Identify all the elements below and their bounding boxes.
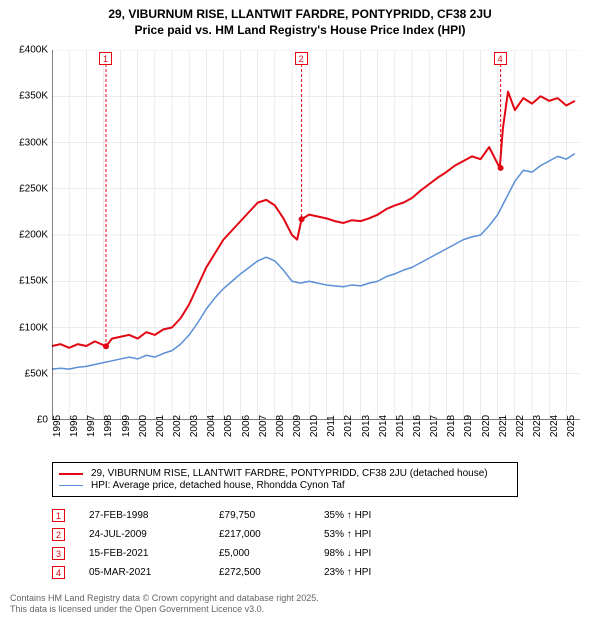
- x-tick-label: 2025: [566, 415, 577, 437]
- sales-marker: 1: [52, 509, 65, 522]
- x-tick-label: 2022: [515, 415, 526, 437]
- legend-label: HPI: Average price, detached house, Rhon…: [91, 480, 345, 491]
- sales-pct: 23% ↑ HPI: [324, 567, 424, 578]
- x-tick-label: 2021: [498, 415, 509, 437]
- y-axis-labels: £0£50K£100K£150K£200K£250K£300K£350K£400…: [2, 50, 50, 420]
- x-axis-labels: 1995199619971998199920002001200220032004…: [52, 422, 580, 454]
- sales-marker: 2: [52, 528, 65, 541]
- legend: 29, VIBURNUM RISE, LLANTWIT FARDRE, PONT…: [52, 462, 518, 497]
- sales-row: 4 05-MAR-2021£272,50023% ↑ HPI: [52, 563, 424, 582]
- footer-line2: This data is licensed under the Open Gov…: [10, 604, 319, 616]
- y-tick-label: £400K: [19, 45, 48, 56]
- title-block: 29, VIBURNUM RISE, LLANTWIT FARDRE, PONT…: [0, 0, 600, 38]
- x-tick-label: 2001: [155, 415, 166, 437]
- y-tick-label: £350K: [19, 91, 48, 102]
- y-tick-label: £0: [37, 415, 48, 426]
- footer-line1: Contains HM Land Registry data © Crown c…: [10, 593, 319, 605]
- x-tick-label: 2002: [172, 415, 183, 437]
- sales-price: £79,750: [219, 510, 324, 521]
- x-tick-label: 2020: [481, 415, 492, 437]
- chart-area: £0£50K£100K£150K£200K£250K£300K£350K£400…: [52, 50, 580, 420]
- sales-date: 24-JUL-2009: [89, 529, 219, 540]
- x-tick-label: 2000: [138, 415, 149, 437]
- x-tick-label: 2006: [241, 415, 252, 437]
- legend-swatch: [59, 485, 83, 487]
- sales-price: £217,000: [219, 529, 324, 540]
- sales-row: 2 24-JUL-2009£217,00053% ↑ HPI: [52, 525, 424, 544]
- x-tick-label: 2010: [309, 415, 320, 437]
- y-tick-label: £150K: [19, 276, 48, 287]
- sales-date: 15-FEB-2021: [89, 548, 219, 559]
- sales-marker: 4: [52, 566, 65, 579]
- sales-table: 1 27-FEB-1998£79,75035% ↑ HPI 2 24-JUL-2009…: [52, 506, 424, 582]
- x-tick-label: 2003: [189, 415, 200, 437]
- sale-marker-4: 4: [494, 52, 507, 65]
- x-tick-label: 2018: [446, 415, 457, 437]
- x-tick-label: 2008: [275, 415, 286, 437]
- sale-marker-1: 1: [99, 52, 112, 65]
- x-tick-label: 2009: [292, 415, 303, 437]
- legend-swatch: [59, 473, 83, 475]
- chart-container: 29, VIBURNUM RISE, LLANTWIT FARDRE, PONT…: [0, 0, 600, 620]
- x-tick-label: 2012: [343, 415, 354, 437]
- sales-price: £5,000: [219, 548, 324, 559]
- x-tick-label: 2016: [412, 415, 423, 437]
- x-tick-label: 2013: [361, 415, 372, 437]
- sales-pct: 53% ↑ HPI: [324, 529, 424, 540]
- x-tick-label: 2004: [206, 415, 217, 437]
- x-tick-label: 2014: [378, 415, 389, 437]
- title-line1: 29, VIBURNUM RISE, LLANTWIT FARDRE, PONT…: [0, 6, 600, 22]
- sales-date: 27-FEB-1998: [89, 510, 219, 521]
- x-tick-label: 2011: [326, 415, 337, 437]
- footer: Contains HM Land Registry data © Crown c…: [10, 593, 319, 616]
- sales-date: 05-MAR-2021: [89, 567, 219, 578]
- y-tick-label: £100K: [19, 322, 48, 333]
- sale-marker-2: 2: [295, 52, 308, 65]
- legend-row: HPI: Average price, detached house, Rhon…: [59, 480, 511, 491]
- y-tick-label: £300K: [19, 137, 48, 148]
- y-tick-label: £50K: [25, 368, 48, 379]
- title-line2: Price paid vs. HM Land Registry's House …: [0, 22, 600, 38]
- x-tick-label: 2015: [395, 415, 406, 437]
- x-tick-label: 1998: [103, 415, 114, 437]
- y-tick-label: £250K: [19, 183, 48, 194]
- x-tick-label: 2023: [532, 415, 543, 437]
- legend-label: 29, VIBURNUM RISE, LLANTWIT FARDRE, PONT…: [91, 468, 488, 479]
- sales-pct: 98% ↓ HPI: [324, 548, 424, 559]
- x-tick-label: 1996: [69, 415, 80, 437]
- chart-svg: [52, 50, 580, 420]
- sales-row: 3 15-FEB-2021£5,00098% ↓ HPI: [52, 544, 424, 563]
- y-tick-label: £200K: [19, 230, 48, 241]
- x-tick-label: 2007: [258, 415, 269, 437]
- x-tick-label: 2024: [549, 415, 560, 437]
- sales-marker: 3: [52, 547, 65, 560]
- sales-pct: 35% ↑ HPI: [324, 510, 424, 521]
- legend-row: 29, VIBURNUM RISE, LLANTWIT FARDRE, PONT…: [59, 468, 511, 479]
- x-tick-label: 1999: [121, 415, 132, 437]
- x-tick-label: 2019: [463, 415, 474, 437]
- x-tick-label: 1995: [52, 415, 63, 437]
- x-tick-label: 1997: [86, 415, 97, 437]
- x-tick-label: 2005: [223, 415, 234, 437]
- x-tick-label: 2017: [429, 415, 440, 437]
- sales-row: 1 27-FEB-1998£79,75035% ↑ HPI: [52, 506, 424, 525]
- sales-price: £272,500: [219, 567, 324, 578]
